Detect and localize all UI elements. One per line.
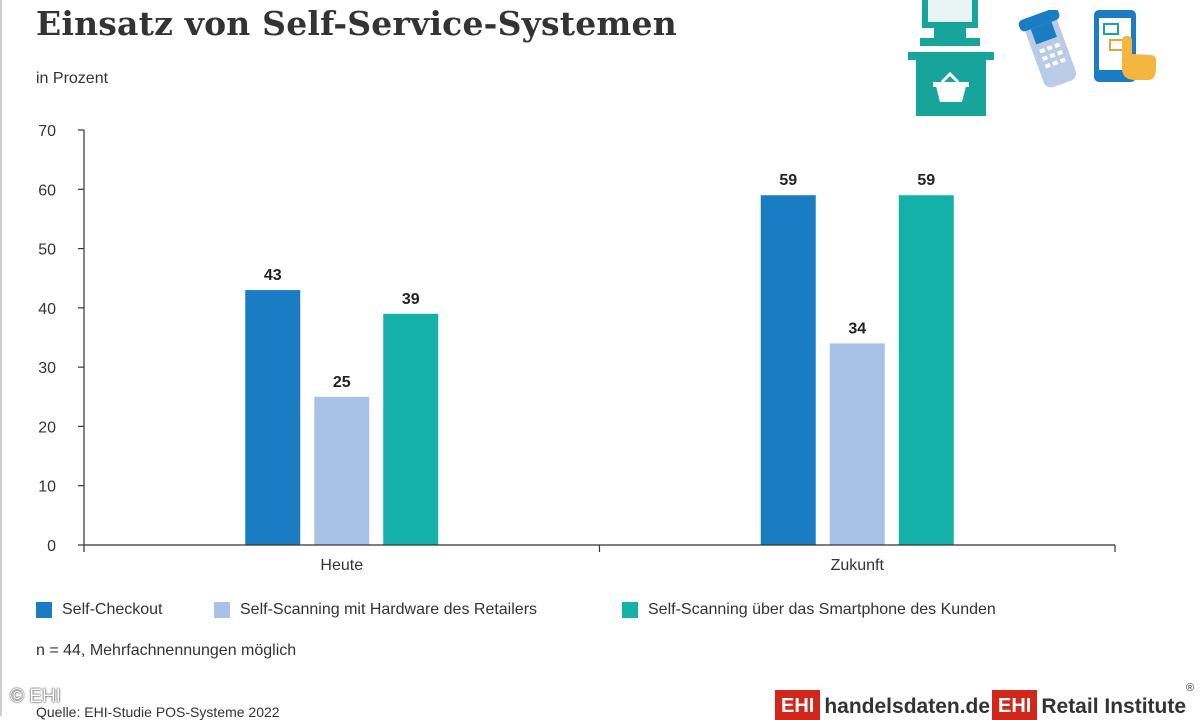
bar <box>245 290 301 545</box>
smartphone-touch-icon <box>1094 10 1156 82</box>
registered-mark: ® <box>1186 682 1195 694</box>
y-tick-label: 60 <box>38 182 56 199</box>
bar-value-label: 25 <box>333 374 351 391</box>
logo-text: Retail Institute <box>1041 695 1187 718</box>
bars: 43 25 39 59 34 59 <box>245 172 954 545</box>
legend-label: Self-Scanning mit Hardware des Retailers <box>240 601 538 618</box>
legend-item-self-scanning-hardware: Self-Scanning mit Hardware des Retailers <box>214 601 537 619</box>
bar-value-label: 39 <box>402 291 420 308</box>
handelsdaten-logo[interactable]: EHI handelsdaten.de <box>775 686 990 720</box>
y-tick-label: 30 <box>38 360 56 377</box>
sample-note: n = 44, Mehrfachnennungen möglich <box>36 642 297 659</box>
bar <box>760 195 816 545</box>
y-tick-label: 40 <box>38 301 56 318</box>
bar-chart: 0 10 20 30 40 50 60 70 43 25 39 59 34 59 Heute Zukunf… <box>38 123 1116 574</box>
unit-label: in Prozent <box>36 70 109 87</box>
x-category-label: Zukunft <box>831 557 885 574</box>
y-tick-label: 50 <box>38 242 56 259</box>
bar-value-label: 59 <box>779 172 797 189</box>
bar <box>829 343 885 545</box>
legend-label: Self-Scanning über das Smartphone des Ku… <box>648 601 996 618</box>
legend-swatch <box>622 602 638 618</box>
logo-text: handelsdaten.de <box>824 695 991 718</box>
bar-value-label: 43 <box>264 267 282 284</box>
bar-value-label: 34 <box>848 320 866 337</box>
y-tick-label: 20 <box>38 419 56 436</box>
legend-item-self-checkout: Self-Checkout <box>36 601 163 619</box>
legend-swatch <box>36 602 52 618</box>
logo-badge: EHI <box>992 690 1038 720</box>
chart-title: Einsatz von Self-Service-Systemen <box>36 4 677 43</box>
copyright: © EHI <box>10 686 61 707</box>
retail-institute-logo[interactable]: EHI Retail Institute ® <box>992 682 1194 720</box>
y-tick-label: 70 <box>38 123 56 140</box>
self-checkout-terminal-icon <box>908 0 994 116</box>
logo-badge: EHI <box>775 690 821 720</box>
legend-label: Self-Checkout <box>62 601 163 618</box>
legend-swatch <box>214 602 230 618</box>
legend-item-self-scanning-smartphone: Self-Scanning über das Smartphone des Ku… <box>622 601 996 619</box>
bar-value-label: 59 <box>917 172 935 189</box>
source-note: Quelle: EHI-Studie POS-Systeme 2022 <box>36 704 280 720</box>
y-axis: 0 10 20 30 40 50 60 70 <box>38 123 85 555</box>
bar <box>383 313 439 545</box>
handheld-scanner-icon <box>1018 10 1077 88</box>
x-axis: Heute Zukunft <box>83 544 1116 574</box>
x-category-label: Heute <box>320 557 363 574</box>
y-tick-label: 10 <box>38 479 56 496</box>
bar <box>898 195 954 545</box>
y-tick-label: 0 <box>47 538 56 555</box>
bar <box>314 396 370 545</box>
